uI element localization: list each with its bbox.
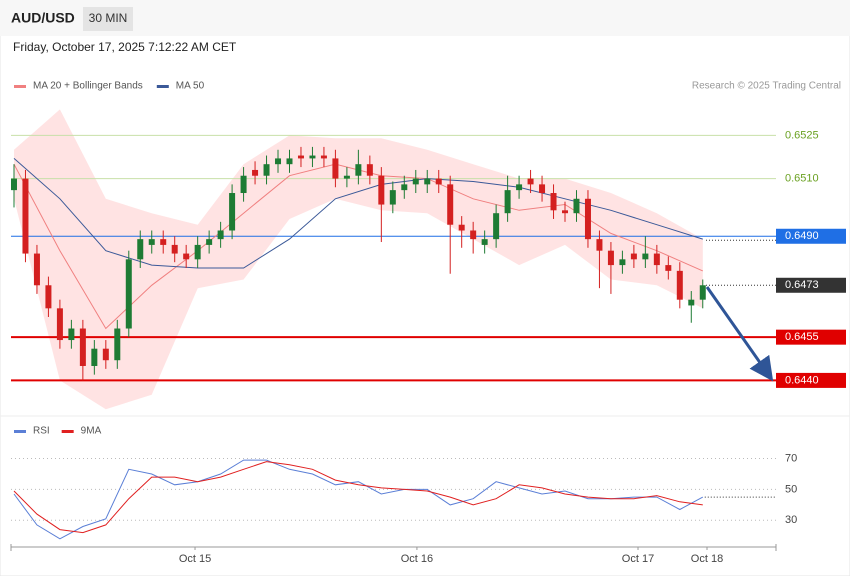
level-box [776,228,846,244]
candle-body [630,253,637,260]
header-bar [0,0,850,36]
candle-body [56,308,63,341]
rsi-panel: 70 50 30 Oct 15 Oct 16 Oct 17 Oct 18 RSI 9MA [10,426,797,565]
candle-body [160,239,167,245]
candle-body [286,158,293,165]
x-tick-label: Oct 18 [691,553,723,565]
candle-body [699,285,706,300]
candle-body [688,299,695,306]
candle-body [263,164,270,176]
candle-body [653,253,660,266]
candle-body [493,213,500,240]
candle-body [607,250,614,266]
candle-body [33,253,40,286]
candle-body [79,328,86,366]
candle-body [171,244,178,254]
symbol: AUD/USD [11,10,75,26]
candle-body [332,158,339,179]
legend-label: MA 50 [176,81,205,92]
candle-body [137,239,144,260]
y-tick-label: 30 [785,514,797,526]
candle-body [539,184,546,194]
candle-body [355,164,362,176]
candle-body [229,193,236,231]
candle-body [343,175,350,179]
y-tick-label: 50 [785,483,797,495]
candle-body [447,184,454,225]
legend-swatch [14,85,26,88]
level-box [776,372,846,388]
candle-body [435,178,442,185]
indicator-line [13,459,704,540]
candle-body [642,253,649,260]
candle-body [562,210,569,214]
candle-body [378,175,385,205]
x-tick-label: Oct 17 [622,553,654,565]
candle-body [412,178,419,185]
indicator-line [13,461,703,534]
candle-body [240,175,247,194]
candle-body [573,198,580,214]
legend-label: RSI [33,426,50,437]
legend-label: MA 20 + Bollinger Bands [33,81,143,92]
y-tick-label: 0.6455 [785,331,819,343]
candle-body [252,169,259,176]
y-tick-label: 0.6473 [785,279,819,291]
level-box [776,277,846,293]
candle-body [527,178,534,185]
candle-body [68,328,75,341]
candle-body [102,348,109,361]
x-tick-label: Oct 15 [179,553,211,565]
forecast-arrow [705,286,774,382]
candle-body [481,239,488,245]
candle-body [45,285,52,309]
candle-body [22,178,29,254]
candle-body [206,239,213,245]
legend-swatch [14,430,26,433]
level-box [776,329,846,345]
candle-body [504,190,511,214]
legend-label: 9MA [81,426,102,437]
x-tick-label: Oct 16 [401,553,433,565]
candle-body [366,164,373,176]
candle-body [183,253,190,260]
candle-body [596,239,603,251]
candle-body [10,178,17,191]
candle-body [389,190,396,205]
datetime: Friday, October 17, 2025 7:12:22 AM CET [13,40,237,54]
candle-body [320,155,327,159]
candle-body [91,348,98,366]
candle-body [194,244,201,260]
candle-body [114,328,121,361]
candle-body [297,155,304,159]
candle-body [125,259,132,329]
candle-body [148,239,155,245]
candle-body [275,158,282,165]
legend-swatch [156,85,169,88]
price-panel: 0.6525 0.6510 0.6490 0.6473 0.6455 0.6440 MA 2… [10,81,846,410]
legend-swatch [61,430,74,433]
y-tick-label: 0.6510 [785,173,819,185]
candle-body [584,198,591,240]
candle-body [458,224,465,231]
candle-body [516,184,523,191]
interval: 30 MIN [89,11,128,25]
y-tick-label: 0.6440 [785,374,819,386]
candle-body [550,193,557,211]
credit: Research © 2025 Trading Central [692,81,841,92]
candle-body [619,259,626,266]
candle-body [676,270,683,300]
interval-badge [83,7,133,31]
candle-body [401,184,408,191]
y-tick-label: 70 [785,452,797,464]
y-tick-label: 0.6525 [785,129,819,141]
candle-body [217,230,224,240]
y-tick-label: 0.6490 [785,230,819,242]
candle-body [665,265,672,271]
candle-body [470,230,477,240]
candle-body [424,178,431,185]
candle-body [309,155,316,159]
